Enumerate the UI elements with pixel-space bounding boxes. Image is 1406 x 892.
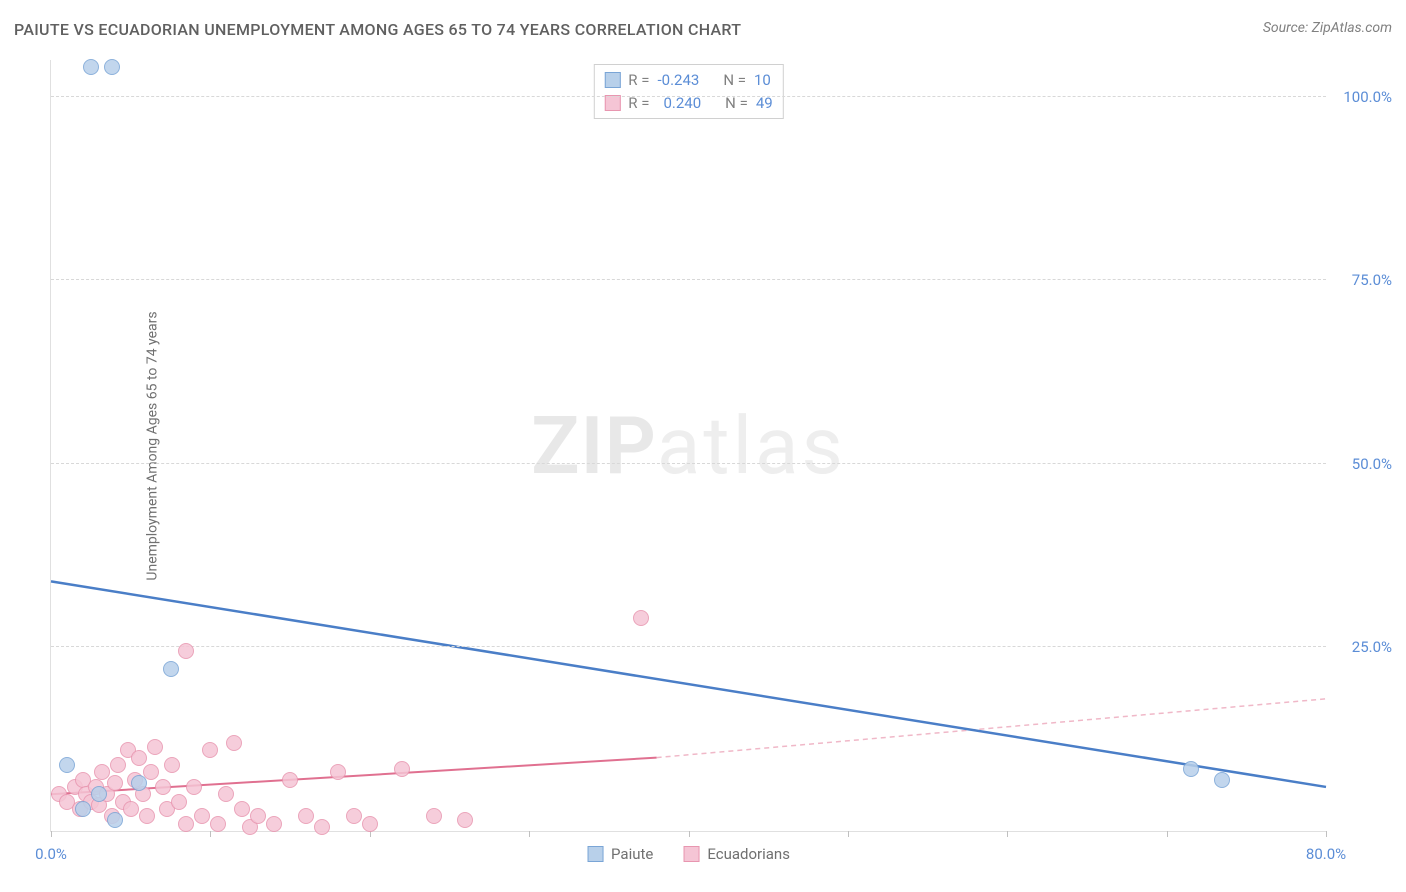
legend-row-paiute: R = -0.243 N = 10 (604, 69, 772, 92)
legend-swatch-ecuadorians (604, 95, 620, 111)
data-point (298, 808, 314, 824)
data-point (143, 764, 159, 780)
data-point (178, 816, 194, 832)
data-point (210, 816, 226, 832)
r-value-paiute: -0.243 (657, 69, 699, 92)
data-point (194, 808, 210, 824)
x-tick (51, 831, 52, 837)
data-point (394, 761, 410, 777)
data-point (1214, 772, 1230, 788)
gridline (51, 646, 1326, 647)
x-tick (529, 831, 530, 837)
y-tick-label: 25.0% (1352, 638, 1392, 656)
data-point (234, 801, 250, 817)
source-attribution: Source: ZipAtlas.com (1263, 20, 1392, 36)
y-tick-label: 50.0% (1352, 455, 1392, 473)
data-point (218, 786, 234, 802)
n-value-paiute: 10 (754, 69, 771, 92)
n-label: N = (723, 69, 746, 92)
legend-swatch-ecuadorians (683, 846, 699, 862)
data-point (314, 819, 330, 835)
gridline (51, 96, 1326, 97)
data-point (178, 643, 194, 659)
watermark-atlas: atlas (657, 399, 846, 493)
legend-item-ecuadorians: Ecuadorians (683, 845, 790, 863)
legend-item-paiute: Paiute (587, 845, 653, 863)
watermark: ZIPatlas (531, 399, 846, 493)
data-point (131, 775, 147, 791)
data-point (107, 812, 123, 828)
x-tick (210, 831, 211, 837)
x-tick (370, 831, 371, 837)
x-tick (1326, 831, 1327, 837)
data-point (171, 794, 187, 810)
data-point (202, 742, 218, 758)
data-point (457, 812, 473, 828)
x-tick-label: 0.0% (35, 845, 67, 863)
data-point (226, 735, 242, 751)
data-point (123, 801, 139, 817)
r-label: R = (628, 69, 649, 92)
series-legend: Paiute Ecuadorians (587, 845, 790, 863)
x-tick (689, 831, 690, 837)
data-point (346, 808, 362, 824)
data-point (362, 816, 378, 832)
data-point (633, 610, 649, 626)
data-point (91, 786, 107, 802)
data-point (266, 816, 282, 832)
trend-lines (51, 60, 1326, 831)
data-point (131, 750, 147, 766)
legend-swatch-paiute (604, 72, 620, 88)
data-point (282, 772, 298, 788)
y-tick-label: 100.0% (1343, 88, 1392, 106)
data-point (59, 757, 75, 773)
gridline (51, 279, 1326, 280)
data-point (104, 59, 120, 75)
x-tick (848, 831, 849, 837)
data-point (164, 757, 180, 773)
x-tick (1007, 831, 1008, 837)
legend-swatch-paiute (587, 846, 603, 862)
x-tick-label: 80.0% (1306, 845, 1346, 863)
data-point (1183, 761, 1199, 777)
trend-line (51, 581, 1326, 787)
data-point (250, 808, 266, 824)
watermark-zip: ZIP (531, 399, 657, 493)
data-point (110, 757, 126, 773)
data-point (139, 808, 155, 824)
legend-label-paiute: Paiute (611, 845, 653, 863)
data-point (330, 764, 346, 780)
data-point (426, 808, 442, 824)
data-point (186, 779, 202, 795)
data-point (75, 801, 91, 817)
data-point (163, 661, 179, 677)
data-point (155, 779, 171, 795)
chart-title: PAIUTE VS ECUADORIAN UNEMPLOYMENT AMONG … (14, 20, 741, 39)
plot-area: ZIPatlas R = -0.243 N = 10 R = 0.240 N =… (50, 60, 1326, 832)
x-tick (1167, 831, 1168, 837)
y-tick-label: 75.0% (1352, 271, 1392, 289)
trend-line (657, 699, 1326, 758)
legend-label-ecuadorians: Ecuadorians (707, 845, 790, 863)
correlation-legend: R = -0.243 N = 10 R = 0.240 N = 49 (593, 64, 783, 119)
gridline (51, 463, 1326, 464)
chart-container: PAIUTE VS ECUADORIAN UNEMPLOYMENT AMONG … (0, 0, 1406, 892)
data-point (83, 59, 99, 75)
data-point (107, 775, 123, 791)
data-point (147, 739, 163, 755)
